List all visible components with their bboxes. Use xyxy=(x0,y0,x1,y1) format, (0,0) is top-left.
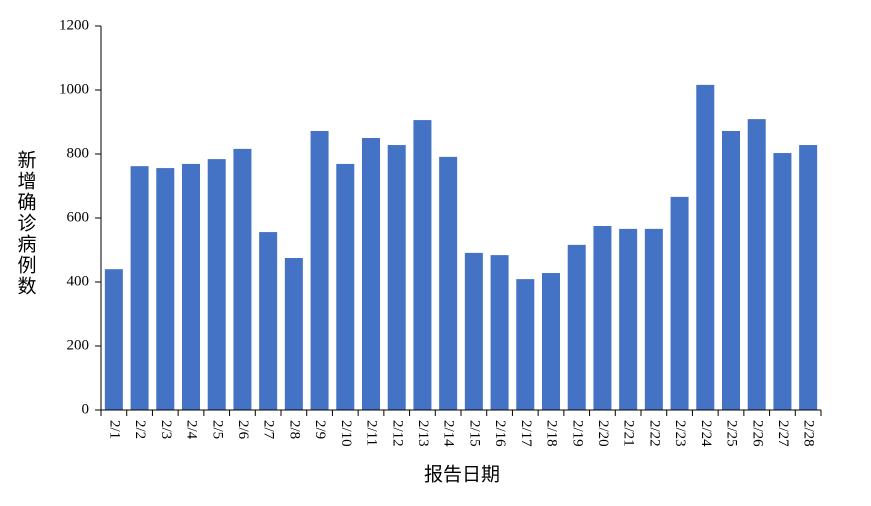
bar xyxy=(773,153,792,411)
bar xyxy=(284,258,303,410)
bar xyxy=(207,159,226,410)
bar xyxy=(567,244,586,410)
x-tick-label: 2/28 xyxy=(801,420,817,447)
x-tick-label: 2/12 xyxy=(389,420,405,447)
y-tick-label: 1000 xyxy=(59,81,89,97)
x-tick-label: 2/21 xyxy=(621,420,637,447)
y-tick-label: 1200 xyxy=(59,17,89,33)
x-tick-label: 2/2 xyxy=(132,420,148,439)
x-tick-label: 2/11 xyxy=(364,420,380,446)
bar xyxy=(516,279,535,410)
x-tick-label: 2/6 xyxy=(235,420,251,440)
x-tick-label: 2/17 xyxy=(518,420,534,447)
bar xyxy=(439,156,458,410)
x-tick-label: 2/19 xyxy=(569,420,585,447)
x-axis-label: 报告日期 xyxy=(424,463,500,485)
bar xyxy=(490,255,509,410)
bar xyxy=(156,168,175,410)
y-tick-label: 0 xyxy=(82,401,90,417)
x-tick-label: 2/5 xyxy=(209,420,225,439)
bar xyxy=(104,269,123,410)
x-tick-label: 2/8 xyxy=(286,420,302,439)
x-tick-label: 2/20 xyxy=(595,420,611,447)
bar xyxy=(747,119,766,411)
bar xyxy=(542,273,560,410)
bar xyxy=(130,166,149,410)
bar xyxy=(619,228,638,410)
bar xyxy=(387,145,406,411)
x-tick-label: 2/25 xyxy=(724,420,740,447)
y-tick-label: 200 xyxy=(67,337,90,353)
x-tick-label: 2/24 xyxy=(698,420,714,447)
y-tick-label: 400 xyxy=(67,273,90,289)
x-tick-label: 2/13 xyxy=(415,420,431,447)
bar xyxy=(670,196,689,410)
x-tick-label: 2/27 xyxy=(775,420,791,447)
x-tick-label: 2/18 xyxy=(544,420,560,447)
x-tick-label: 2/16 xyxy=(492,420,508,447)
x-tick-label: 2/15 xyxy=(466,420,482,447)
bar xyxy=(259,232,278,410)
x-tick-label: 2/4 xyxy=(184,420,200,440)
x-tick-label: 2/14 xyxy=(441,420,457,447)
bar xyxy=(644,228,663,410)
bar xyxy=(464,252,483,410)
y-tick-label: 800 xyxy=(67,145,90,161)
bar xyxy=(799,145,818,411)
bar xyxy=(233,148,252,410)
x-tick-label: 2/26 xyxy=(749,420,765,447)
bar xyxy=(182,163,200,410)
bar xyxy=(593,226,612,410)
x-tick-label: 2/22 xyxy=(646,420,662,447)
x-tick-label: 2/7 xyxy=(261,420,277,440)
bar xyxy=(413,120,432,410)
x-tick-label: 2/1 xyxy=(106,420,122,439)
bar xyxy=(310,130,329,410)
bar xyxy=(336,163,355,410)
x-tick-label: 2/9 xyxy=(312,420,328,439)
x-tick-label: 2/3 xyxy=(158,420,174,439)
y-axis-label: 新增确诊病例数 xyxy=(15,150,37,297)
bar xyxy=(722,130,740,410)
x-tick-label: 2/23 xyxy=(672,420,688,447)
bar xyxy=(362,138,380,410)
x-tick-label: 2/10 xyxy=(338,420,354,447)
bar xyxy=(696,84,715,410)
y-tick-label: 600 xyxy=(67,209,90,225)
